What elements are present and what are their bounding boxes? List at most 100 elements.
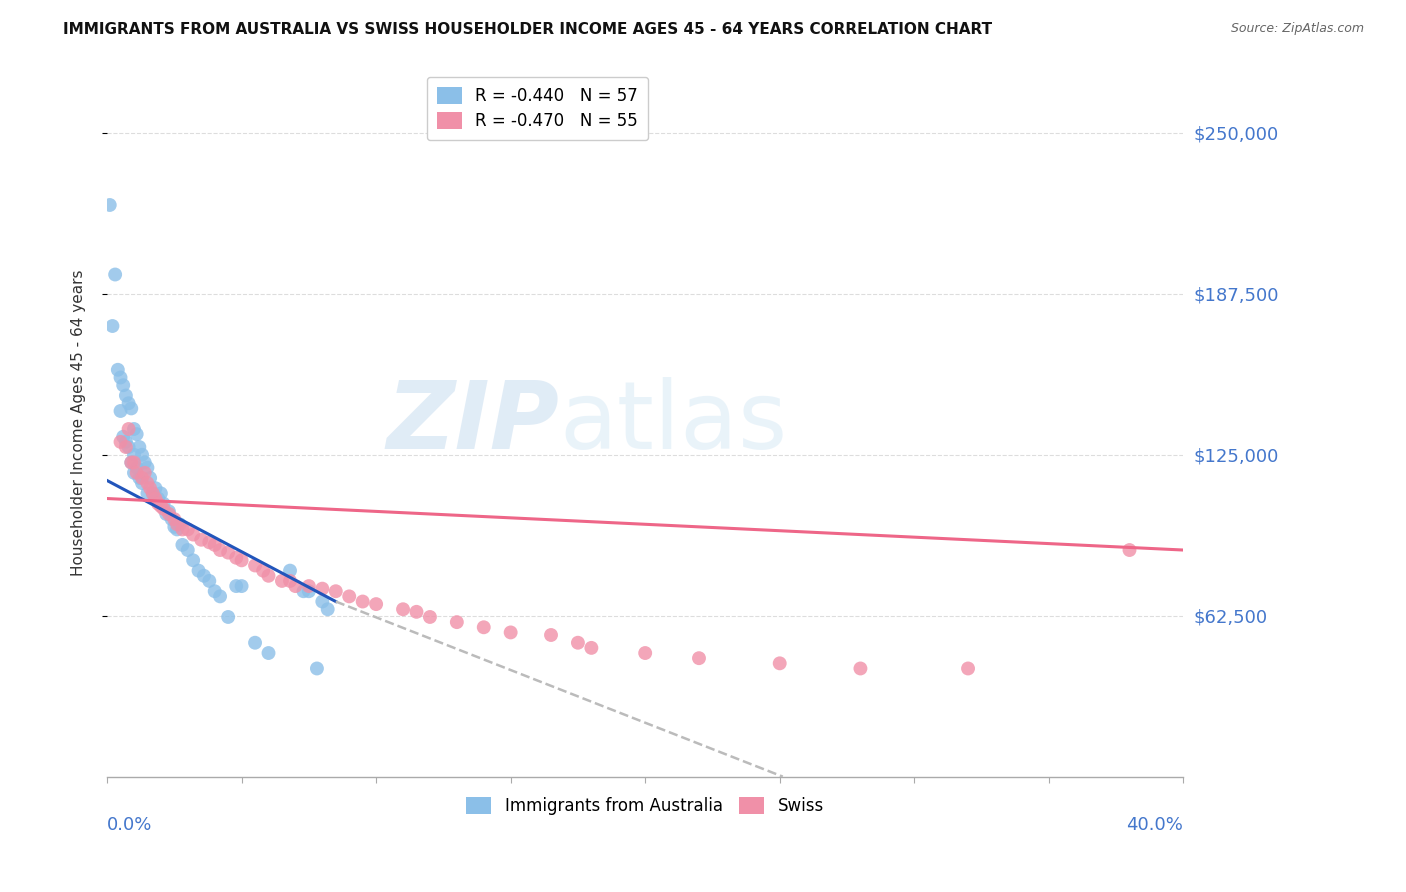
Point <box>278 564 301 578</box>
Point <box>419 610 441 624</box>
Point <box>284 579 307 593</box>
Point <box>131 448 153 462</box>
Point <box>163 520 186 534</box>
Point <box>160 512 183 526</box>
Point <box>98 198 121 212</box>
Point <box>172 538 194 552</box>
Point <box>688 651 710 665</box>
Point <box>131 476 153 491</box>
Point <box>298 584 321 599</box>
Text: ZIP: ZIP <box>387 376 560 468</box>
Point <box>122 448 145 462</box>
Point <box>292 584 315 599</box>
Point <box>217 610 239 624</box>
Point <box>298 579 321 593</box>
Point <box>190 533 212 547</box>
Point <box>581 640 603 655</box>
Point <box>122 422 145 436</box>
Point <box>177 523 200 537</box>
Point <box>142 486 165 500</box>
Point <box>257 646 280 660</box>
Point <box>122 466 145 480</box>
Point <box>120 455 142 469</box>
Text: atlas: atlas <box>560 376 787 468</box>
Point <box>117 396 139 410</box>
Point <box>540 628 562 642</box>
Point <box>166 523 188 537</box>
Point <box>337 590 360 604</box>
Point <box>155 507 177 521</box>
Point <box>366 597 388 611</box>
Point <box>145 481 167 495</box>
Point <box>198 535 221 549</box>
Point <box>122 455 145 469</box>
Point <box>172 523 194 537</box>
Point <box>311 594 333 608</box>
Point <box>1118 543 1140 558</box>
Point <box>169 517 191 532</box>
Point <box>325 584 347 599</box>
Point <box>257 568 280 582</box>
Point <box>128 440 150 454</box>
Point <box>125 466 148 480</box>
Point <box>110 434 132 449</box>
Point <box>209 543 232 558</box>
Point <box>139 481 162 495</box>
Point <box>209 590 232 604</box>
Point <box>567 636 589 650</box>
Legend: Immigrants from Australia, Swiss: Immigrants from Australia, Swiss <box>460 790 831 822</box>
Point <box>193 568 215 582</box>
Point <box>115 388 138 402</box>
Point <box>769 657 792 671</box>
Point <box>311 582 333 596</box>
Point <box>134 455 156 469</box>
Point <box>107 363 129 377</box>
Point <box>117 440 139 454</box>
Point <box>134 466 156 480</box>
Text: Source: ZipAtlas.com: Source: ZipAtlas.com <box>1230 22 1364 36</box>
Point <box>252 564 274 578</box>
Point <box>499 625 522 640</box>
Point <box>148 497 170 511</box>
Point <box>125 427 148 442</box>
Text: 0.0%: 0.0% <box>107 815 152 833</box>
Point <box>120 401 142 416</box>
Point <box>231 553 253 567</box>
Point <box>152 497 174 511</box>
Point <box>472 620 495 634</box>
Point <box>110 404 132 418</box>
Point <box>115 440 138 454</box>
Point <box>204 538 226 552</box>
Point <box>243 558 266 573</box>
Point <box>225 579 247 593</box>
Point <box>166 517 188 532</box>
Point <box>217 546 239 560</box>
Point <box>849 661 872 675</box>
Point <box>149 500 172 514</box>
Point <box>115 434 138 449</box>
Point <box>125 460 148 475</box>
Point <box>278 574 301 588</box>
Point <box>157 507 180 521</box>
Point <box>148 491 170 506</box>
Point <box>405 605 427 619</box>
Point <box>352 594 374 608</box>
Point <box>131 471 153 485</box>
Point <box>392 602 415 616</box>
Point <box>112 378 135 392</box>
Point <box>231 579 253 593</box>
Point <box>101 318 124 333</box>
Point <box>128 471 150 485</box>
Y-axis label: Householder Income Ages 45 - 64 years: Householder Income Ages 45 - 64 years <box>72 269 86 576</box>
Point <box>446 615 468 629</box>
Point <box>634 646 657 660</box>
Point <box>110 370 132 384</box>
Point <box>117 422 139 436</box>
Point <box>187 564 209 578</box>
Point <box>957 661 980 675</box>
Point <box>181 527 204 541</box>
Point <box>149 486 172 500</box>
Text: IMMIGRANTS FROM AUSTRALIA VS SWISS HOUSEHOLDER INCOME AGES 45 - 64 YEARS CORRELA: IMMIGRANTS FROM AUSTRALIA VS SWISS HOUSE… <box>63 22 993 37</box>
Point <box>139 471 162 485</box>
Point <box>271 574 294 588</box>
